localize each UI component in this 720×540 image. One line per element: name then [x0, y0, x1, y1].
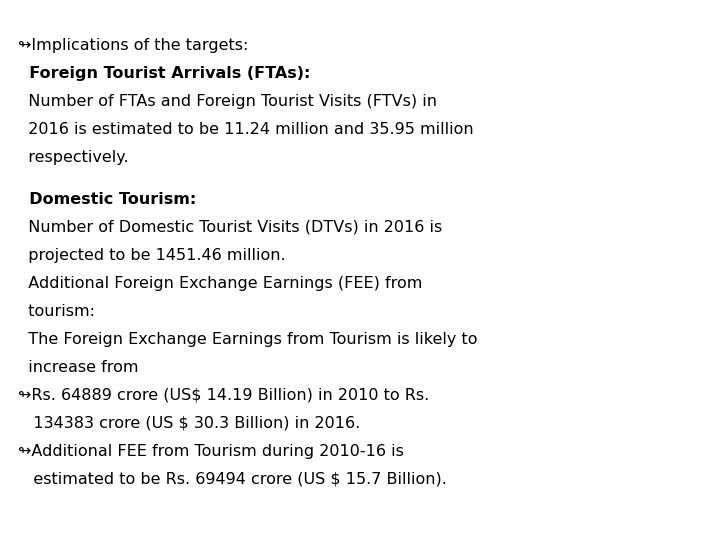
Text: Number of Domestic Tourist Visits (DTVs) in 2016 is: Number of Domestic Tourist Visits (DTVs)…: [18, 220, 442, 235]
Text: Additional Foreign Exchange Earnings (FEE) from: Additional Foreign Exchange Earnings (FE…: [18, 276, 423, 291]
Text: tourism:: tourism:: [18, 304, 95, 319]
Text: Domestic Tourism:: Domestic Tourism:: [18, 192, 197, 207]
Text: The Foreign Exchange Earnings from Tourism is likely to: The Foreign Exchange Earnings from Touri…: [18, 332, 477, 347]
Text: projected to be 1451.46 million.: projected to be 1451.46 million.: [18, 248, 286, 263]
Text: ↬Implications of the targets:: ↬Implications of the targets:: [18, 38, 248, 53]
Text: respectively.: respectively.: [18, 150, 129, 165]
Text: 2016 is estimated to be 11.24 million and 35.95 million: 2016 is estimated to be 11.24 million an…: [18, 122, 474, 137]
Text: 134383 crore (US $ 30.3 Billion) in 2016.: 134383 crore (US $ 30.3 Billion) in 2016…: [18, 416, 360, 431]
Text: ↬Rs. 64889 crore (US$ 14.19 Billion) in 2010 to Rs.: ↬Rs. 64889 crore (US$ 14.19 Billion) in …: [18, 388, 429, 403]
Text: estimated to be Rs. 69494 crore (US $ 15.7 Billion).: estimated to be Rs. 69494 crore (US $ 15…: [18, 472, 447, 487]
Text: Number of FTAs and Foreign Tourist Visits (FTVs) in: Number of FTAs and Foreign Tourist Visit…: [18, 94, 437, 109]
Text: ↬Additional FEE from Tourism during 2010-16 is: ↬Additional FEE from Tourism during 2010…: [18, 444, 404, 459]
Text: increase from: increase from: [18, 360, 138, 375]
Text: Foreign Tourist Arrivals (FTAs):: Foreign Tourist Arrivals (FTAs):: [18, 66, 310, 81]
